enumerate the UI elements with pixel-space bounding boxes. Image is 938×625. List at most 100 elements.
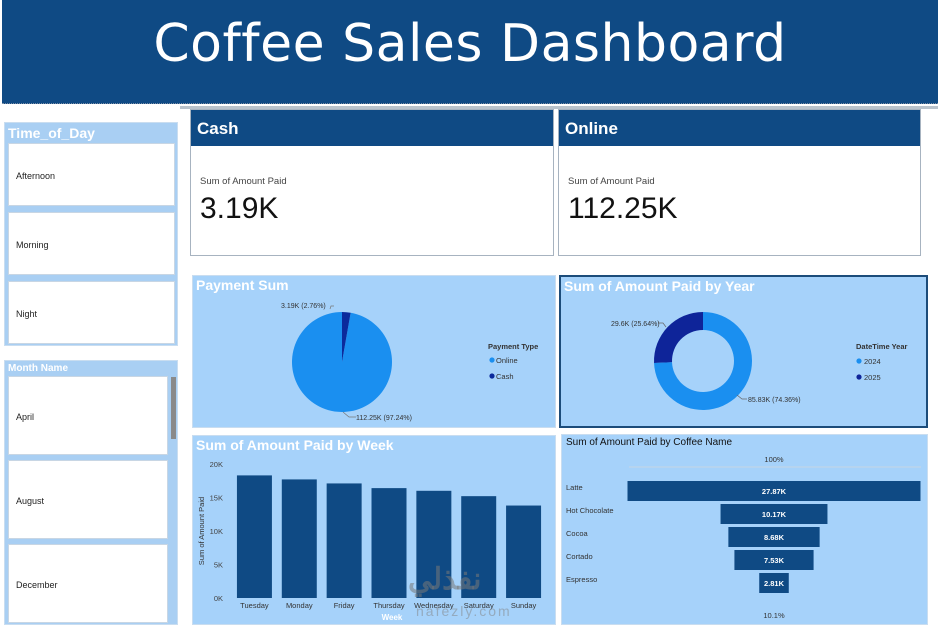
card-title: Online (559, 110, 920, 146)
funnel-bar (720, 504, 828, 524)
page-title: Coffee Sales Dashboard (153, 14, 787, 74)
header-banner: Coffee Sales Dashboard (2, 0, 938, 104)
donut-slice-2024 (654, 312, 752, 410)
watermark-url: nafezly.com (416, 603, 512, 619)
data-label-2024: 85.83K (74.36%) (748, 397, 801, 404)
funnel-top-label: 100% (764, 455, 784, 464)
slicer-item-label: August (16, 496, 45, 506)
bar (236, 475, 272, 598)
card-label: Sum of Amount Paid (568, 176, 655, 187)
legend-title: DateTime Year (856, 342, 908, 351)
leader-line (329, 305, 334, 310)
payment-pie-chart: 3.19K (2.76%) 112.25K (97.24%) Payment Typ… (281, 303, 538, 422)
legend-marker (489, 373, 495, 379)
x-tick-label: Thursday (373, 601, 405, 610)
bar (461, 496, 497, 598)
leader-line (658, 322, 667, 328)
slicer-title: Month Name (8, 363, 68, 374)
slicer-item-label: April (16, 412, 35, 422)
slicer-item-april[interactable]: April (8, 376, 168, 455)
month-slicer: Month Name April August December (4, 360, 178, 625)
x-tick-label: Tuesday (240, 601, 269, 610)
slicer-item-afternoon[interactable]: Afternoon (8, 143, 175, 206)
bar (326, 483, 362, 598)
funnel-data-label: 7.53K (764, 556, 785, 565)
legend-title: Payment Type (488, 342, 538, 351)
x-tick-label: Friday (334, 601, 355, 610)
card-label: Sum of Amount Paid (200, 176, 287, 187)
bar (416, 490, 452, 598)
funnel-bar (759, 573, 789, 593)
slicer-scrollbar[interactable] (171, 377, 176, 439)
year-donut-panel: Sum of Amount Paid by Year 29.6K (25.64%… (559, 275, 928, 428)
donut-slice-2025 (654, 312, 703, 363)
card-value: 112.25K (568, 192, 678, 225)
slicer-item-label: Night (16, 309, 38, 319)
chart-title: Sum of Amount Paid by Coffee Name (566, 437, 733, 448)
slicer-item-label: Morning (16, 240, 49, 250)
x-tick-label: Sunday (511, 601, 537, 610)
card-title: Cash (191, 110, 553, 146)
legend-marker (856, 374, 862, 380)
legend-label: 2024 (864, 357, 881, 366)
funnel-bottom-label: 10.1% (763, 611, 785, 620)
year-donut-chart: 29.6K (25.64%) 85.83K (74.36%) DateTime Ye… (611, 312, 908, 410)
legend-label: Cash (496, 372, 514, 381)
funnel-category-label: Espresso (566, 575, 597, 584)
y-tick-label: 0K (214, 594, 223, 603)
funnel-data-label: 8.68K (764, 533, 785, 542)
funnel-bar (627, 481, 921, 501)
card-value: 3.19K (200, 192, 279, 225)
x-tick-label: Monday (286, 601, 313, 610)
coffee-funnel-panel: Sum of Amount Paid by Coffee Name 100% 27… (561, 434, 928, 625)
y-tick-label: 5K (214, 561, 223, 570)
slicer-item-august[interactable]: August (8, 460, 168, 539)
funnel-bar (728, 527, 820, 547)
leader-line (736, 394, 747, 400)
legend-label: Online (496, 356, 518, 365)
y-tick-label: 20K (210, 460, 223, 469)
y-tick-label: 15K (210, 494, 223, 503)
leader-line (342, 411, 356, 418)
week-bar-chart: 0K 5K 10K 15K 20K Tuesday Monday Friday Thursday… (197, 460, 542, 622)
y-tick-label: 10K (210, 527, 223, 536)
y-axis-title: Sum of Amount Paid (197, 497, 206, 565)
legend-marker (856, 358, 862, 364)
header-divider (180, 106, 938, 109)
time-of-day-slicer: Time_of_Day Afternoon Morning Night (4, 122, 178, 346)
funnel-data-label: 27.87K (762, 487, 787, 496)
x-tick-label: Saturday (464, 601, 494, 610)
bar (371, 488, 407, 598)
pie-slice-cash (342, 312, 351, 362)
slicer-item-december[interactable]: December (8, 544, 168, 623)
funnel-category-label: Latte (566, 483, 583, 492)
funnel-data-label: 10.17K (762, 510, 787, 519)
x-axis-title: Week (382, 613, 403, 622)
legend-label: 2025 (864, 373, 881, 382)
funnel-category-label: Cocoa (566, 529, 589, 538)
chart-title: Payment Sum (196, 277, 289, 293)
data-label-cash: 3.19K (2.76%) (281, 303, 326, 310)
legend-marker (489, 357, 495, 363)
funnel-bar (734, 550, 814, 570)
chart-title: Sum of Amount Paid by Year (564, 278, 755, 294)
cash-card: Cash Sum of Amount Paid 3.19K (190, 109, 554, 256)
slicer-item-night[interactable]: Night (8, 281, 175, 344)
bar (281, 479, 317, 598)
slicer-title: Time_of_Day (8, 125, 95, 141)
online-card: Online Sum of Amount Paid 112.25K (558, 109, 921, 256)
funnel-category-label: Hot Chocolate (566, 506, 614, 515)
bar (506, 505, 542, 598)
x-tick-label: Wednesday (414, 601, 454, 610)
data-label-2025: 29.6K (25.64%) (611, 321, 660, 328)
slicer-item-label: Afternoon (16, 171, 56, 181)
data-label-online: 112.25K (97.24%) (356, 415, 412, 422)
payment-sum-panel: Payment Sum 3.19K (2.76%) 112.25K (97.24%… (192, 275, 556, 428)
coffee-funnel-chart: 100% 27.87K Latte 10.17K Hot Chocolate 8.68K C… (566, 455, 921, 620)
funnel-category-label: Cortado (566, 552, 593, 561)
slicer-item-morning[interactable]: Morning (8, 212, 175, 275)
watermark-logo: نفذلي (408, 563, 482, 596)
week-bar-panel: Sum of Amount Paid by Week 0K 5K 10K 15K 20K… (192, 435, 556, 625)
slicer-item-label: December (16, 580, 58, 590)
